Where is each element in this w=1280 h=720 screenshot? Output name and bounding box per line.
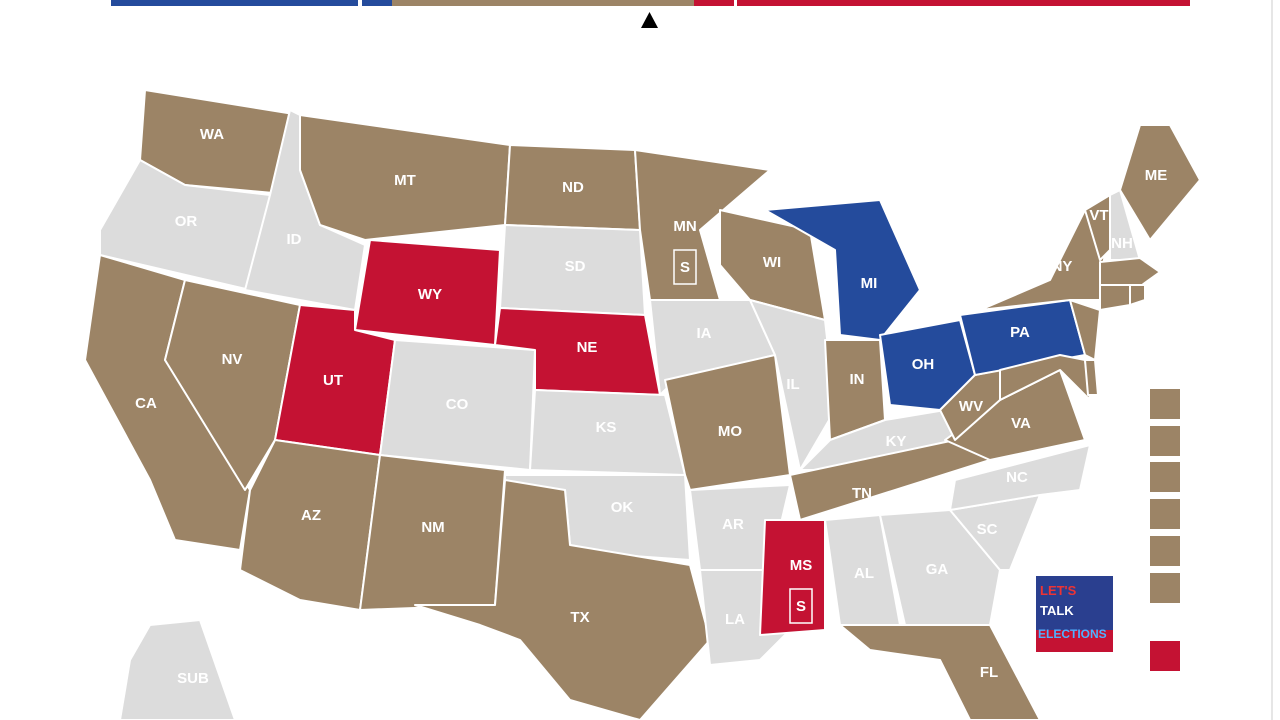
state-shape	[759, 519, 826, 636]
midpoint-marker	[641, 12, 658, 28]
bar-segment	[111, 0, 358, 6]
state-label: UT	[323, 372, 343, 389]
legend-swatch[interactable]	[1150, 573, 1180, 603]
state-label: WI	[763, 254, 781, 271]
legend-swatch[interactable]	[1150, 536, 1180, 566]
state-shape	[1119, 124, 1201, 241]
badge-text: S	[680, 259, 690, 276]
legend-swatch[interactable]	[1150, 641, 1180, 671]
state-label: NV	[222, 351, 243, 368]
state-shape	[879, 509, 1001, 626]
legend-swatch[interactable]	[1150, 389, 1180, 419]
state-label: MI	[861, 275, 878, 292]
state-shape	[949, 444, 1091, 511]
state-label: MS	[790, 557, 813, 574]
state-label: IL	[786, 376, 799, 393]
state-label: ND	[562, 179, 584, 196]
state-label: VT	[1089, 207, 1108, 224]
state-label: KS	[596, 419, 617, 436]
state-label: OH	[912, 356, 935, 373]
state-label: SC	[977, 521, 998, 538]
state-label: LA	[725, 611, 745, 628]
logo-text: TALK	[1040, 603, 1074, 618]
state-label: NC	[1006, 469, 1028, 486]
state-label: IA	[697, 325, 712, 342]
state-shape	[1099, 284, 1131, 311]
state-shape	[999, 354, 1091, 401]
state-label: SUB	[177, 670, 209, 687]
state-label: ME	[1145, 167, 1168, 184]
state-shape	[979, 209, 1106, 311]
state-shape	[239, 439, 381, 611]
state-label: IN	[850, 371, 865, 388]
state-shape	[164, 279, 301, 491]
state-label: VA	[1011, 415, 1031, 432]
state-label: CA	[135, 395, 157, 412]
states: WA OR CA NV ID MT WY UT AZ CO NM ND SD NE KS OK TX MN S IA M…	[84, 89, 1201, 720]
state-label: ID	[287, 231, 302, 248]
logo: LET'S TALK ELECTIONS	[1036, 576, 1113, 652]
bar-segment	[737, 0, 1190, 6]
state-shape	[1129, 284, 1146, 306]
state-label: WY	[418, 286, 442, 303]
state-shape	[1099, 257, 1161, 286]
state-label: AL	[854, 565, 874, 582]
legend-swatch[interactable]	[1150, 499, 1180, 529]
state-label: NM	[421, 519, 444, 536]
state-label: GA	[926, 561, 949, 578]
state-label: OK	[611, 499, 634, 516]
state-label: NE	[577, 339, 598, 356]
state-shape	[839, 624, 1041, 720]
small-states	[999, 257, 1161, 401]
state-label: WV	[959, 398, 983, 415]
bar-segment	[392, 0, 694, 6]
bar-segment	[694, 0, 734, 6]
state-label: OR	[175, 213, 198, 230]
state-shape	[749, 299, 836, 471]
state-label: TX	[570, 609, 589, 626]
bar-segment	[362, 0, 392, 6]
state-label: WA	[200, 126, 224, 143]
state-label: FL	[980, 664, 998, 681]
logo-text: LET'S	[1040, 583, 1077, 598]
legend	[1150, 389, 1180, 671]
state-label: MO	[718, 423, 742, 440]
legend-swatch[interactable]	[1150, 462, 1180, 492]
state-shape	[139, 89, 301, 196]
logo-stripe	[1036, 630, 1113, 652]
state-label: KY	[886, 433, 907, 450]
badge-box	[673, 249, 697, 285]
state-label: AR	[722, 516, 744, 533]
state-shape	[664, 354, 791, 491]
state-label: CO	[446, 396, 469, 413]
state-label: TN	[852, 485, 872, 502]
state-label: NY	[1052, 258, 1073, 275]
state-label: SD	[565, 258, 586, 275]
badge-text: S	[796, 598, 806, 615]
logo-text: ELECTIONS	[1038, 627, 1107, 641]
badge-box	[789, 588, 813, 624]
state-label: NH	[1111, 235, 1133, 252]
state-label: AZ	[301, 507, 321, 524]
state-shape	[119, 619, 236, 720]
state-label: PA	[1010, 324, 1030, 341]
state-shape	[414, 479, 711, 720]
legend-swatch[interactable]	[1150, 426, 1180, 456]
state-label: MT	[394, 172, 416, 189]
state-shape	[1084, 359, 1099, 396]
state-label: MN	[673, 218, 696, 235]
